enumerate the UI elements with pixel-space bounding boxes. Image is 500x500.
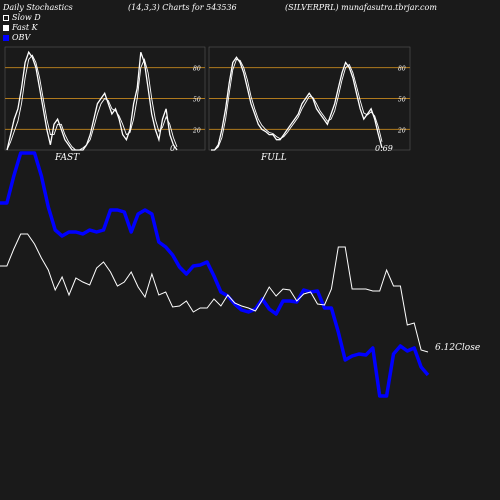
legend-slow-d: Slow D <box>3 13 41 22</box>
legend-fast-k: Fast K <box>3 23 38 32</box>
full-series-fast-k <box>211 56 383 151</box>
legend-slow-d-label: Slow D <box>12 13 41 22</box>
legend-slow-d-swatch <box>3 14 9 21</box>
fast-y-tick-80: 80 <box>193 66 201 73</box>
full-last-value: 0.69 <box>375 144 393 153</box>
fast-y-tick-50: 50 <box>193 97 201 104</box>
obv-line <box>0 151 430 398</box>
full-panel-label: FULL <box>260 153 287 163</box>
legend-fast-k-swatch <box>3 24 9 31</box>
header-title-middle: (14,3,3) Charts for 543536 <box>128 3 237 12</box>
full-y-tick-20: 20 <box>397 127 406 134</box>
fast-last-value: 0 <box>170 144 175 153</box>
close-price-line <box>0 233 429 353</box>
fast-panel-label: FAST <box>54 153 80 163</box>
fast-series-slow-d <box>6 54 178 151</box>
header-title-left: Daily Stochastics <box>3 3 73 12</box>
legend-obv-label: OBV <box>12 33 31 42</box>
legend-fast-k-label: Fast K <box>12 23 38 32</box>
full-series-slow-d <box>211 58 383 151</box>
legend-obv: OBV <box>3 33 30 42</box>
full-y-tick-80: 80 <box>398 66 406 73</box>
fast-series-fast-k <box>6 50 178 151</box>
header-title-right: (SILVERPRL) munafasutra.tbrjar.com <box>285 3 437 12</box>
legend-obv-swatch <box>3 34 9 41</box>
fast-y-tick-20: 20 <box>192 127 201 134</box>
close-price-value-label: 6.12Close <box>435 343 480 353</box>
full-y-tick-50: 50 <box>398 97 406 104</box>
